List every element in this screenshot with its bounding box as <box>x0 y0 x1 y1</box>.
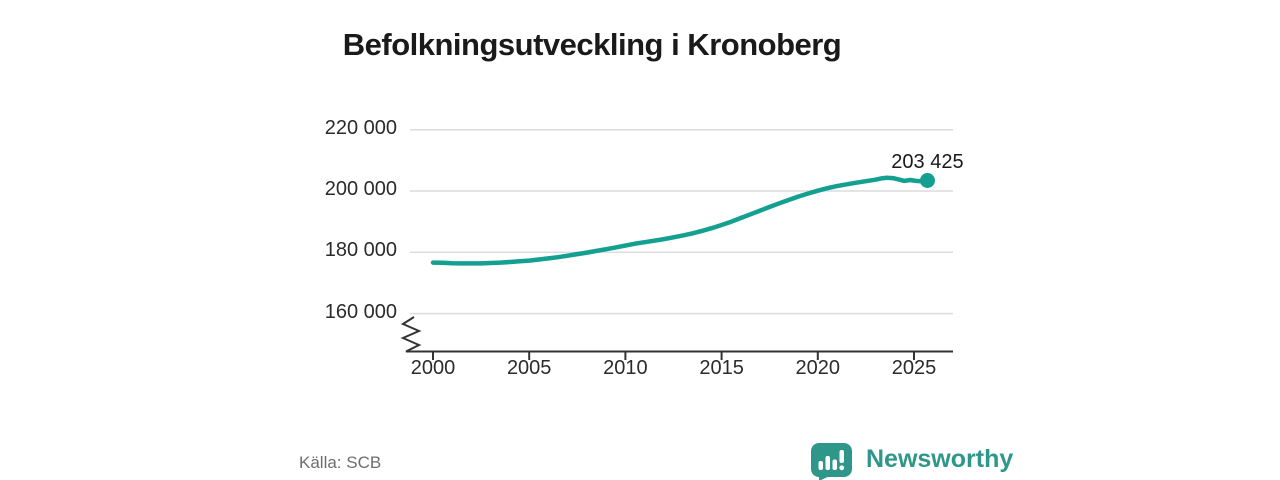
y-axis-tick-label: 200 000 <box>324 178 397 200</box>
newsworthy-logo[interactable]: Newsworthy <box>810 442 1013 480</box>
latest-value-label: 203 425 <box>891 150 964 173</box>
x-axis-tick-label: 2015 <box>699 357 744 379</box>
x-axis-tick-label: 2025 <box>891 357 937 379</box>
x-axis-tick-label: 2010 <box>603 357 648 379</box>
x-axis-tick-label: 2000 <box>410 357 456 379</box>
y-axis-tick-label: 180 000 <box>324 239 397 262</box>
y-axis-tick-label: 160 000 <box>324 300 397 323</box>
x-axis-tick-label: 2020 <box>795 357 841 379</box>
source-caption: Källa: SCB <box>299 453 382 472</box>
newsworthy-logo-icon <box>811 443 852 480</box>
y-axis-tick-label: 220 000 <box>324 116 397 139</box>
chart-title: Befolkningsutveckling i Kronoberg <box>342 26 842 62</box>
newsworthy-wordmark: Newsworthy <box>866 445 1014 473</box>
x-axis-tick-label: 2005 <box>506 357 552 379</box>
